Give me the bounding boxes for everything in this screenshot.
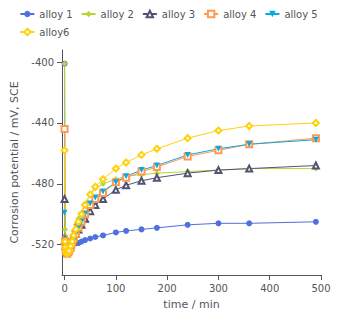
svg-text:Corrosion potential / mV, SCE: Corrosion potential / mV, SCE [8, 81, 21, 243]
svg-text:500: 500 [311, 283, 330, 294]
svg-text:-400: -400 [31, 57, 54, 68]
svg-text:100: 100 [106, 283, 125, 294]
svg-text:-440: -440 [31, 117, 54, 128]
svg-text:alloy 4: alloy 4 [223, 9, 256, 20]
svg-text:-480: -480 [31, 178, 54, 189]
svg-text:alloy 3: alloy 3 [162, 9, 195, 20]
svg-text:alloy 5: alloy 5 [284, 9, 317, 20]
svg-text:200: 200 [158, 283, 177, 294]
svg-text:alloy 2: alloy 2 [101, 9, 134, 20]
svg-text:time / min: time / min [163, 298, 219, 311]
svg-text:-520: -520 [31, 239, 54, 250]
svg-text:0: 0 [61, 283, 67, 294]
svg-text:300: 300 [209, 283, 228, 294]
svg-text:alloy6: alloy6 [39, 27, 69, 38]
svg-text:400: 400 [260, 283, 279, 294]
svg-text:alloy 1: alloy 1 [39, 9, 72, 20]
